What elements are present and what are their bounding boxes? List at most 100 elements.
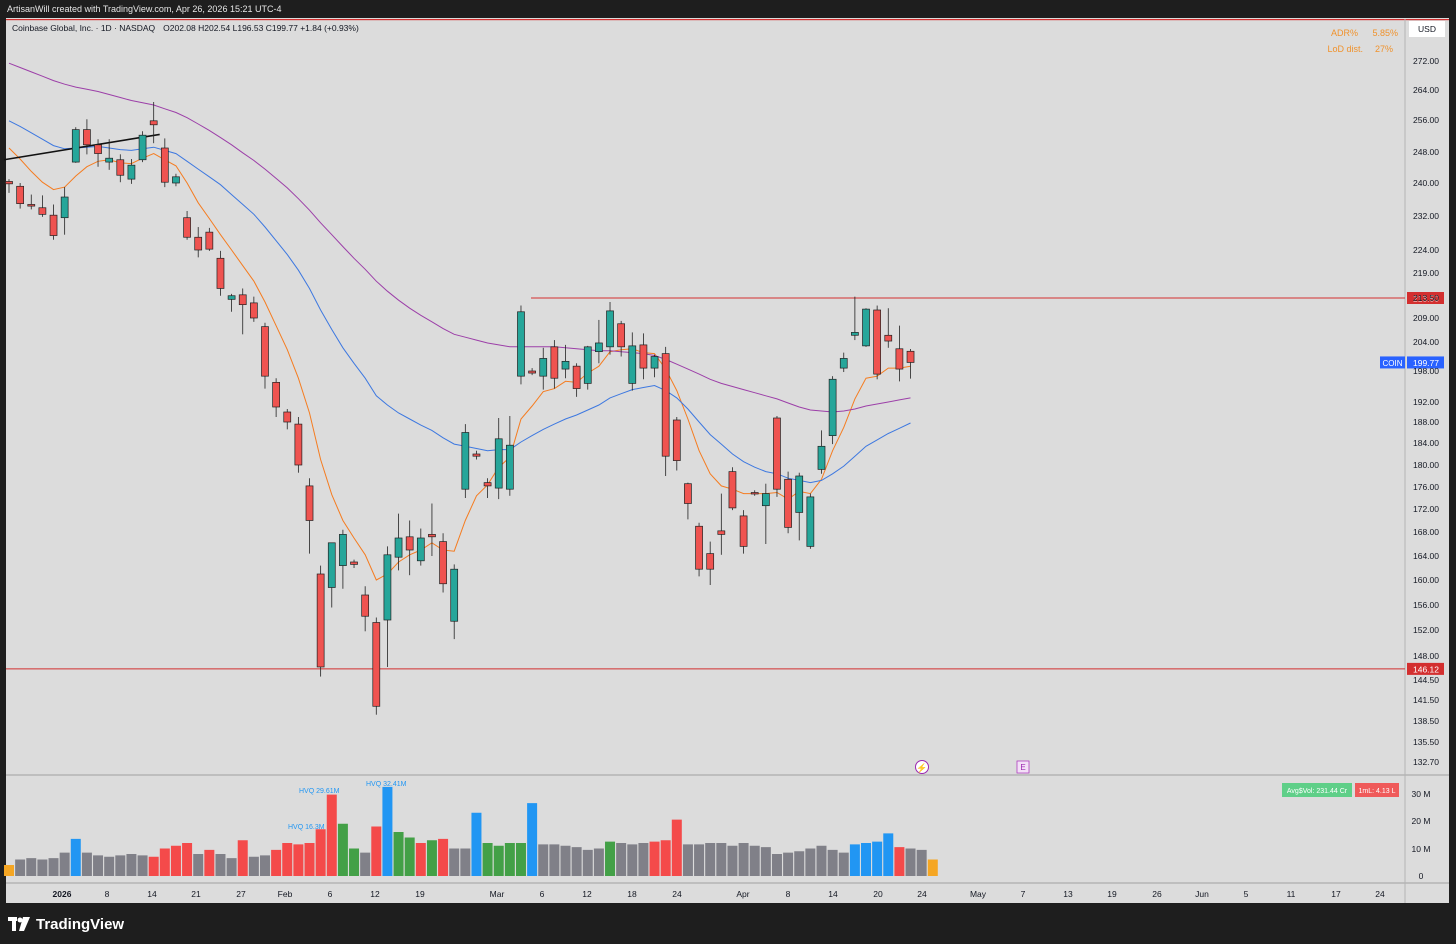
candle-body [828, 378, 837, 436]
volume-bar [315, 829, 326, 876]
volume-bar [549, 844, 560, 876]
volume-tick-label: 10 M [1412, 844, 1431, 854]
candle [550, 340, 559, 389]
candle [461, 424, 470, 498]
volume-bar [460, 848, 471, 876]
one-ml-text: 1mL: 4.13 L [1359, 788, 1396, 795]
candle [839, 352, 848, 373]
candle-body [127, 164, 136, 180]
price-tick-label: 132.70 [1413, 757, 1439, 767]
volume-bar [582, 849, 593, 876]
trendline [3, 133, 160, 161]
avg-vol-text: Avg$Vol: 231.44 Cr [1287, 788, 1348, 795]
candle [227, 293, 236, 312]
price-tick-label: 152.00 [1413, 625, 1439, 635]
volume-bar [593, 848, 604, 876]
candle [450, 564, 459, 640]
candle [717, 493, 726, 555]
volume-bar [326, 794, 337, 876]
volume-bar [638, 843, 649, 876]
candle [205, 227, 214, 251]
candle-body [873, 309, 881, 375]
volume-bar [727, 845, 738, 876]
candle-body [661, 353, 670, 457]
candle [873, 305, 881, 380]
currency-label[interactable]: USD [1418, 24, 1436, 34]
ma-line-blue [8, 120, 911, 484]
time-tick-label: 21 [191, 889, 201, 899]
price-tick-label: 168.00 [1413, 527, 1439, 537]
volume-bar [527, 803, 538, 876]
volume-tick-label: 0 [1419, 871, 1424, 881]
candle [272, 378, 280, 417]
time-tick-label: Feb [278, 889, 293, 899]
time-tick-label: 24 [672, 889, 682, 899]
volume-bar [104, 856, 115, 876]
volume-bar [571, 847, 582, 876]
level-label: 146.12 [1413, 664, 1439, 674]
candle-body [439, 541, 447, 585]
candle-body [706, 553, 715, 570]
candle [60, 187, 69, 235]
candle-body [49, 214, 58, 236]
candle-body [60, 196, 69, 219]
price-tick-label: 138.50 [1413, 716, 1439, 726]
price-tick-label: 256.00 [1413, 115, 1439, 125]
candle [116, 154, 125, 183]
price-tick-label: 219.00 [1413, 268, 1439, 278]
candle-body [305, 485, 314, 521]
candle [149, 102, 158, 144]
candle [160, 138, 169, 188]
volume-bar [371, 826, 382, 876]
currency-box[interactable] [1409, 21, 1445, 37]
price-tick-label: 232.00 [1413, 211, 1439, 221]
volume-bar [482, 843, 493, 876]
candle [706, 541, 715, 585]
time-tick-label: 8 [105, 889, 110, 899]
time-tick-label: 13 [1063, 889, 1073, 899]
price-tick-label: 209.00 [1413, 313, 1439, 323]
candle-body [172, 176, 180, 184]
time-tick-label: 26 [1152, 889, 1162, 899]
candle-body [71, 129, 80, 163]
candle-body [761, 493, 770, 507]
candle-body [361, 594, 370, 617]
moving-averages [3, 62, 911, 581]
time-tick-label: 12 [582, 889, 592, 899]
volume-bar [360, 852, 371, 876]
candle-body [906, 350, 915, 363]
candle-body [773, 417, 781, 490]
adr-label: ADR% [1331, 28, 1358, 38]
volume-bar [794, 851, 805, 876]
volume-bar [15, 859, 26, 876]
volume-bar [515, 843, 526, 876]
volume-bar [248, 856, 259, 876]
candle-body [895, 348, 904, 370]
volume-bar [337, 823, 348, 876]
candle [350, 559, 358, 568]
candle [316, 565, 325, 677]
volume-bar [115, 855, 126, 876]
tradingview-logo[interactable]: TradingView [8, 913, 124, 935]
candle [416, 528, 425, 566]
candle-body [160, 147, 169, 183]
volume-bar [37, 859, 48, 876]
volume-bar [883, 833, 894, 876]
top-border [6, 19, 1449, 21]
volume-bar [415, 843, 426, 876]
price-tick-label: 184.00 [1413, 438, 1439, 448]
symbol-line: Coinbase Global, Inc. · 1D · NASDAQ O202.… [12, 23, 359, 33]
candle [38, 195, 47, 217]
volume-bar [193, 854, 204, 876]
time-tick-label: 24 [917, 889, 927, 899]
candle [828, 376, 837, 445]
volume-bar [538, 844, 549, 876]
candle [294, 417, 303, 473]
candle [172, 173, 180, 187]
candle-body [472, 453, 481, 457]
candle [183, 211, 191, 240]
volume-bar [215, 854, 226, 876]
candle [472, 450, 481, 460]
candle-body [795, 475, 804, 513]
